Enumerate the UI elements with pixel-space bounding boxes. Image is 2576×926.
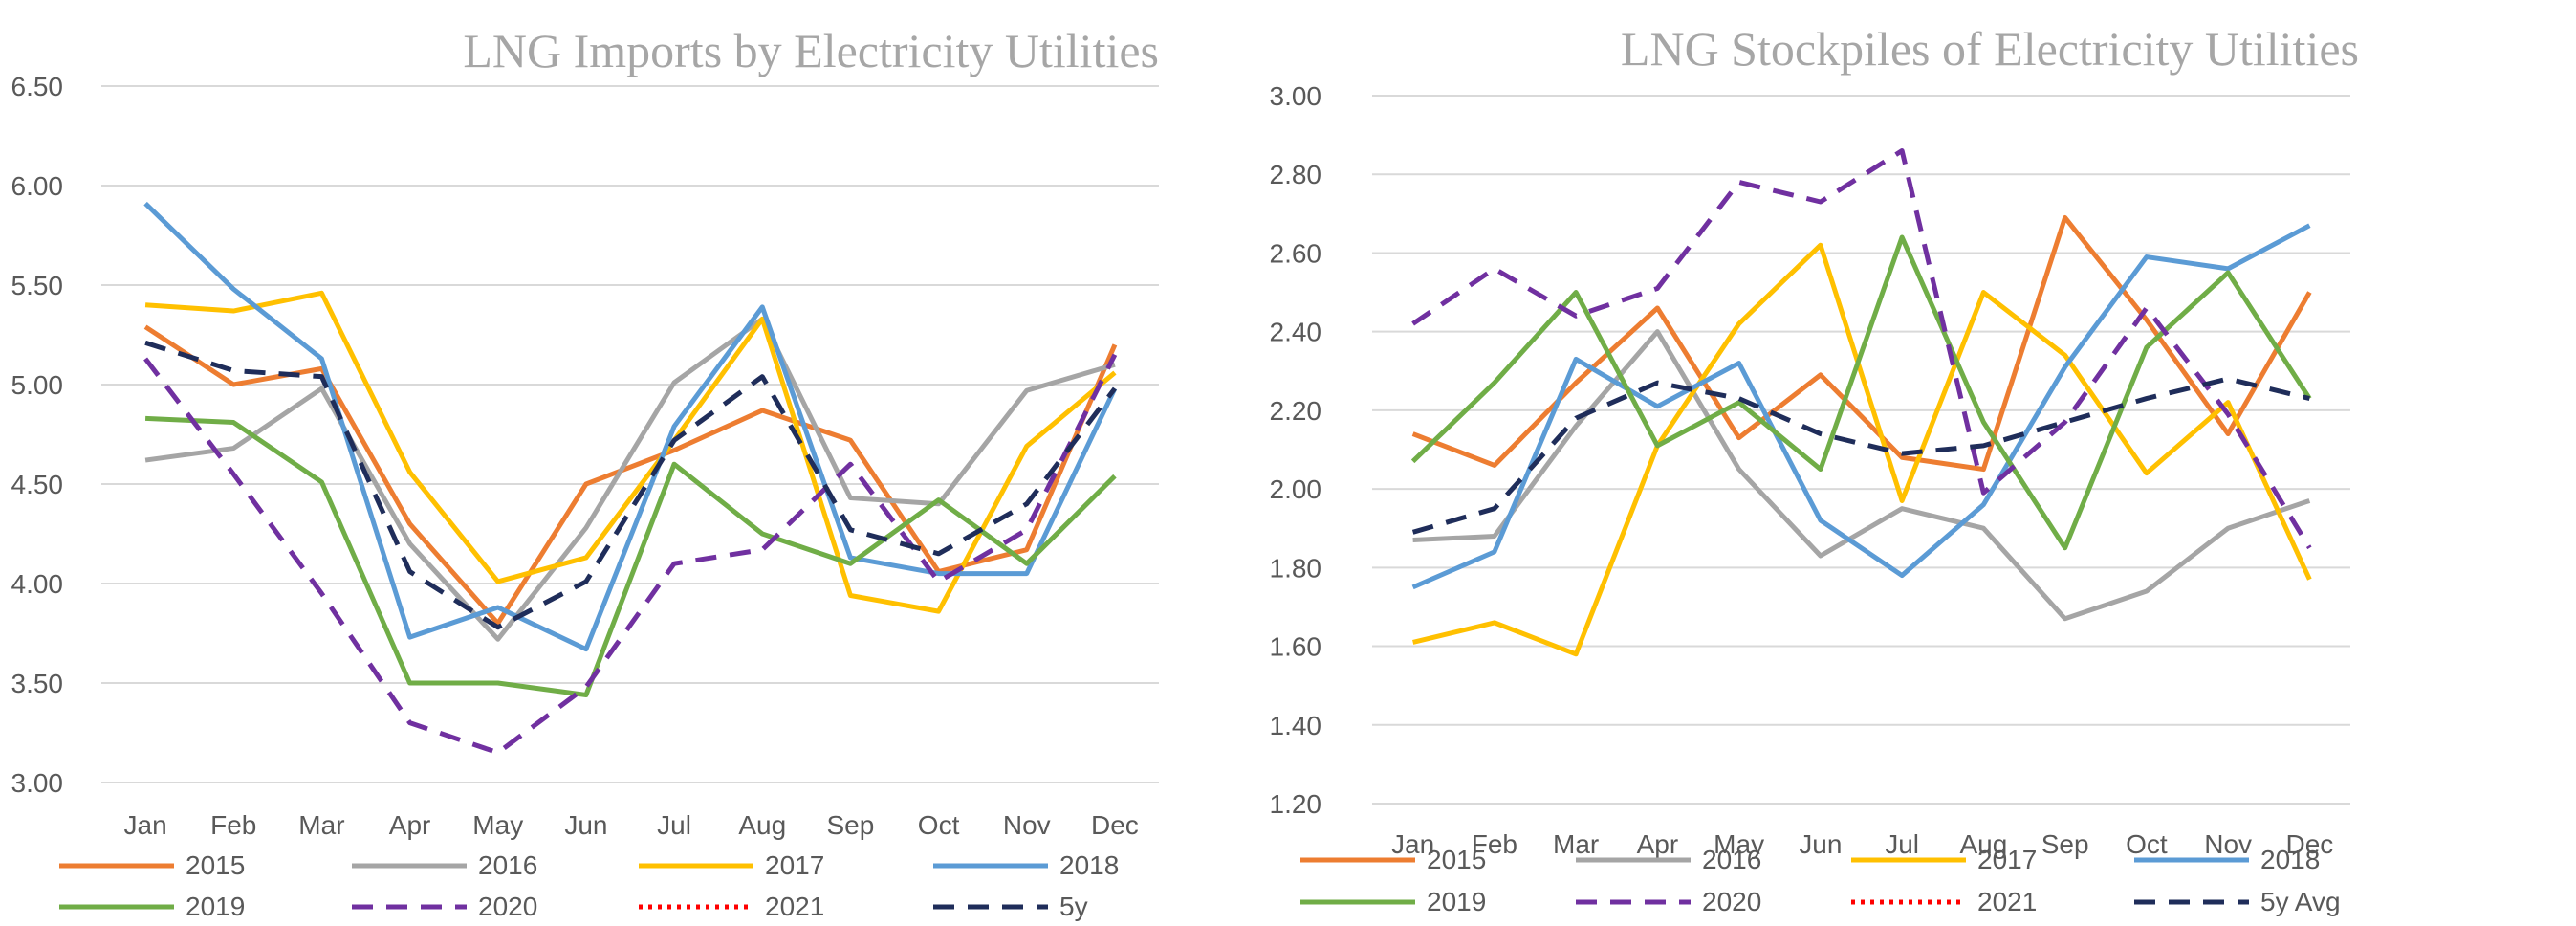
- series-line-2015: [143, 324, 1118, 627]
- lng-imports-chart: LNG Imports by Electricity Utilities 3.0…: [11, 24, 1159, 921]
- x-tick-label: Feb: [1472, 829, 1517, 859]
- legend-item: 2018: [2134, 845, 2320, 874]
- x-tick-label: Mar: [298, 810, 344, 840]
- series-line-2020: [1411, 148, 2312, 550]
- legend-item: 2020: [352, 892, 537, 921]
- x-tick-label: Aug: [738, 810, 786, 840]
- legend-label: 2015: [1427, 845, 1486, 874]
- x-tick-label: Mar: [1553, 829, 1599, 859]
- x-tick-label: Sep: [2041, 829, 2089, 859]
- legend-item: 2021: [639, 892, 824, 921]
- legend-label: 2020: [478, 892, 537, 921]
- y-tick-label: 3.50: [11, 669, 64, 698]
- legend-item: 2018: [933, 850, 1119, 880]
- legend-item: 5y Avg: [2134, 887, 2341, 916]
- y-tick-label: 1.80: [1270, 553, 1322, 583]
- x-tick-label: Oct: [918, 810, 960, 840]
- legend-label: 5y Avg: [2260, 887, 2341, 916]
- x-tick-label: Apr: [1637, 829, 1679, 859]
- x-tick-label: Jun: [564, 810, 607, 840]
- legend-label: 2016: [1702, 845, 1761, 874]
- y-tick-label: 1.60: [1270, 632, 1322, 662]
- legend-item: 2015: [59, 850, 245, 880]
- x-tick-label: Sep: [827, 810, 875, 840]
- legend-label: 2017: [1977, 845, 2037, 874]
- legend-item: 2019: [1300, 887, 1486, 916]
- legend-label: 2017: [765, 850, 824, 880]
- x-tick-label: Jul: [657, 810, 691, 840]
- x-tick-label: Dec: [2285, 829, 2333, 859]
- x-tick-label: Dec: [1091, 810, 1139, 840]
- legend-item: 2019: [59, 892, 245, 921]
- x-tick-label: Jun: [1799, 829, 1842, 859]
- y-tick-label: 2.60: [1270, 238, 1322, 268]
- series-line-2019: [144, 415, 1117, 697]
- legend-label: 2016: [478, 850, 537, 880]
- x-tick-label: Apr: [389, 810, 431, 840]
- x-tick-label: Jan: [1391, 829, 1434, 859]
- y-tick-label: 5.50: [11, 271, 64, 300]
- series-line-2020: [143, 353, 1118, 756]
- y-tick-label: 2.00: [1270, 474, 1322, 504]
- legend-item: 2015: [1300, 845, 1486, 874]
- chart-title: LNG Imports by Electricity Utilities: [463, 24, 1159, 77]
- x-tick-label: Aug: [1959, 829, 2007, 859]
- legend-label: 2019: [1427, 887, 1486, 916]
- series-line-2017: [1412, 242, 2312, 657]
- legend-label: 2015: [186, 850, 245, 880]
- legend-item: 2017: [1851, 845, 2037, 874]
- x-tick-label: Nov: [1003, 810, 1051, 840]
- legend: 2015 2016 2017 2018 2019 2020 2021 5y Avg: [1300, 845, 2341, 916]
- legend-item: 2020: [1576, 887, 1761, 916]
- legend-label: 2018: [1059, 850, 1119, 880]
- y-tick-label: 2.40: [1270, 318, 1322, 347]
- legend-item: 2017: [639, 850, 824, 880]
- legend-label: 2020: [1702, 887, 1761, 916]
- lng-stockpiles-chart: LNG Stockpiles of Electricity Utilities …: [1270, 22, 2360, 916]
- y-tick-label: 6.50: [11, 72, 64, 101]
- y-tick-label: 4.00: [11, 569, 64, 599]
- legend-item: 5y: [933, 892, 1088, 921]
- legend-item: 2016: [352, 850, 537, 880]
- legend-label: 2021: [765, 892, 824, 921]
- y-tick-label: 1.20: [1270, 789, 1322, 819]
- series-line-2017: [144, 290, 1117, 614]
- legend-label: 2018: [2260, 845, 2320, 874]
- x-tick-label: Oct: [2126, 829, 2168, 859]
- y-tick-label: 5.00: [11, 370, 64, 400]
- series-line-2018: [1411, 223, 2311, 590]
- legend-label: 2021: [1977, 887, 2037, 916]
- series-line-2016: [1412, 329, 2311, 622]
- x-tick-label: Feb: [210, 810, 256, 840]
- y-tick-label: 2.20: [1270, 396, 1322, 426]
- y-tick-label: 4.50: [11, 470, 64, 499]
- x-tick-label: Jul: [1885, 829, 1919, 859]
- y-gridlines: [101, 85, 1159, 783]
- series-line-2016: [144, 316, 1116, 642]
- y-tick-label: 6.00: [11, 171, 64, 201]
- legend-label: 5y: [1059, 892, 1088, 921]
- x-tick-label: May: [472, 810, 523, 840]
- legend-item: 2016: [1576, 845, 1761, 874]
- y-gridlines: [1372, 95, 2350, 805]
- y-tick-label: 1.40: [1270, 711, 1322, 740]
- legend: 2015 2016 2017 2018 2019 2020 2021 5y: [59, 850, 1119, 921]
- x-tick-label: Nov: [2204, 829, 2252, 859]
- y-tick-label: 3.00: [11, 768, 64, 798]
- chart-title: LNG Stockpiles of Electricity Utilities: [1621, 22, 2359, 76]
- legend-item: 2021: [1851, 887, 2037, 916]
- y-tick-label: 3.00: [1270, 81, 1322, 111]
- y-tick-label: 2.80: [1270, 160, 1322, 189]
- series-line-5y-avg: [1411, 376, 2310, 535]
- x-tick-label: Jan: [124, 810, 167, 840]
- legend-label: 2019: [186, 892, 245, 921]
- x-tick-label: May: [1714, 829, 1764, 859]
